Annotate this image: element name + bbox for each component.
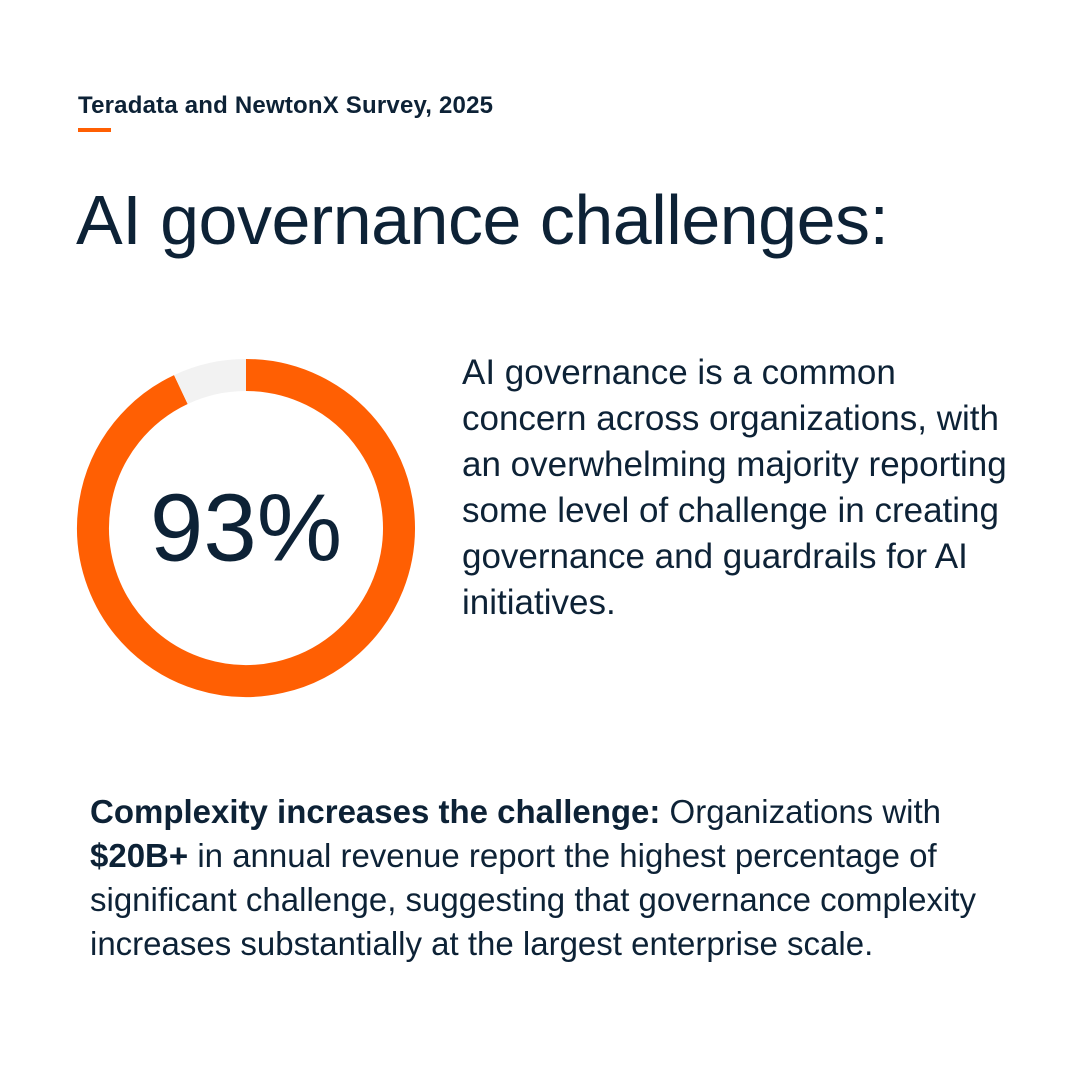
description-text: AI governance is a common concern across… — [462, 353, 1007, 622]
note-highlight: $20B+ — [90, 837, 189, 874]
survey-source: Teradata and NewtonX Survey, 2025 — [78, 92, 494, 119]
page-title: AI governance challenges: — [76, 181, 889, 259]
source-accent-bar — [78, 128, 111, 132]
note-text-1: Organizations with — [660, 793, 942, 830]
donut-slice-0 — [77, 359, 415, 697]
donut-chart: 93% — [77, 359, 415, 697]
complexity-note: Complexity increases the challenge: Orga… — [90, 790, 1010, 966]
donut-center-label: 93% — [150, 475, 342, 582]
note-text-2: in annual revenue report the highest per… — [90, 837, 977, 962]
note-lead: Complexity increases the challenge: — [90, 793, 661, 830]
donut-slice-1 — [174, 359, 247, 405]
